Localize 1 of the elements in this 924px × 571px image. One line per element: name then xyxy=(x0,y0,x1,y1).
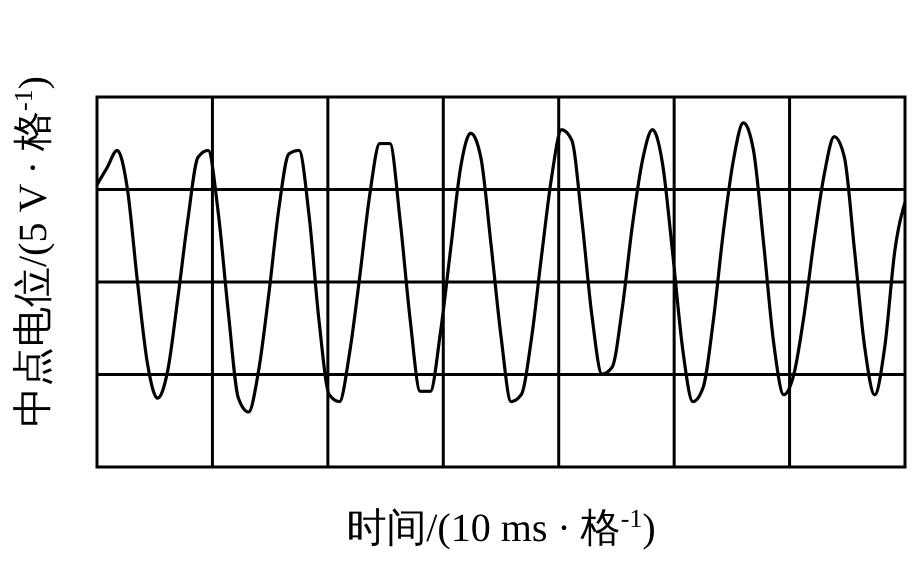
x-axis-title: 时间/(10 ms · 格$^{-1}$) xyxy=(346,504,656,550)
